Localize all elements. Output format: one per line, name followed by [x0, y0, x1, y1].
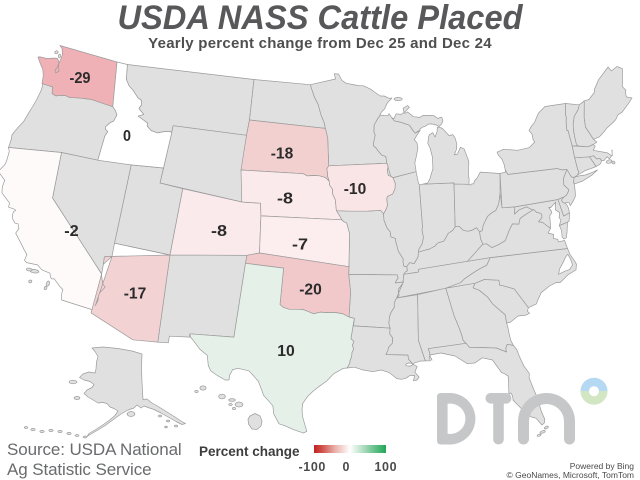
svg-text:0: 0 [123, 128, 131, 145]
svg-text:10: 10 [277, 343, 295, 360]
svg-text:-8: -8 [211, 223, 227, 240]
svg-text:-20: -20 [299, 281, 322, 298]
svg-text:-2: -2 [64, 223, 79, 240]
svg-text:-10: -10 [344, 181, 367, 198]
svg-text:-29: -29 [70, 70, 91, 87]
svg-text:-18: -18 [271, 145, 294, 162]
svg-text:-17: -17 [124, 285, 147, 302]
svg-text:-7: -7 [292, 236, 308, 253]
svg-text:-8: -8 [277, 190, 293, 207]
